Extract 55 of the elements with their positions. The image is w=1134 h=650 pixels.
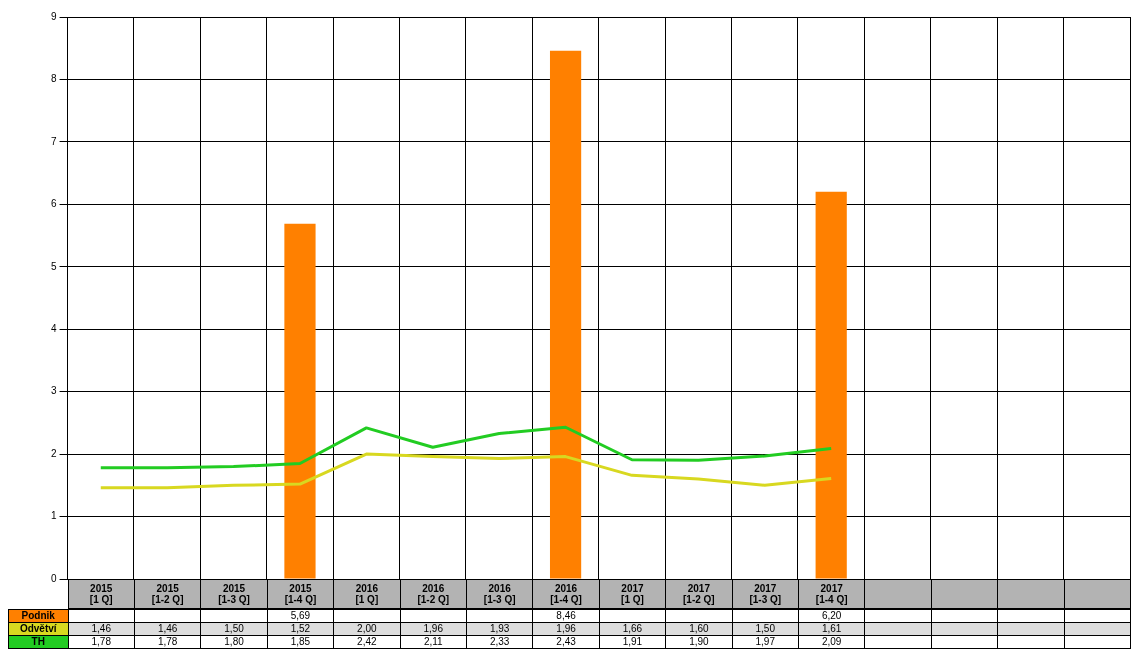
x-tick-label: 2015 [1-2 Q] [133,579,202,609]
x-tick-label: 2015 [1-3 Q] [200,579,268,609]
x-tick-label: 2016 [1-2 Q] [399,579,467,609]
text: TH [31,636,45,647]
data-label: 1,52 [266,622,335,636]
data-label: 2,42 [333,635,401,649]
data-label: 8,46 [532,609,600,623]
data-label: 1,78 [67,635,135,649]
text: Podnik [21,610,55,621]
data-label: 1,96 [399,622,467,636]
data-label: 1,60 [665,622,733,636]
y-tick-label: 6 [51,198,57,210]
data-label: 1,46 [67,622,135,636]
y-tick-label: 1 [51,510,57,522]
data-label: 1,61 [797,622,866,636]
data-label: 1,91 [598,635,667,649]
data-label: 1,96 [532,622,600,636]
x-tick-label: 2017 [1-2 Q] [665,579,733,609]
data-label: 6,20 [797,609,866,623]
data-label: 2,11 [399,635,467,649]
data-label: 1,50 [731,622,799,636]
x-tick-label: 2017 [1-4 Q] [797,579,866,609]
data-label: 1,78 [133,635,202,649]
x-tick-label: 2017 [1-3 Q] [731,579,799,609]
x-tick-label: 2015 [1-4 Q] [266,579,335,609]
data-label: 1,97 [731,635,799,649]
data-label: 1,90 [665,635,733,649]
x-tick-label: 2015 [1 Q] [67,579,135,609]
x-tick-label: 2017 [1 Q] [598,579,667,609]
y-tick-label: 9 [51,10,57,22]
data-label: 1,50 [200,622,268,636]
data-label: 2,43 [532,635,600,649]
data-label: 1,66 [598,622,667,636]
data-label: 1,80 [200,635,268,649]
bar [284,223,316,579]
x-tick-label: 2016 [1 Q] [333,579,401,609]
y-tick-label: 3 [51,385,57,397]
x-tick-label: 2016 [1-4 Q] [532,579,600,609]
text: Odvětví [19,623,57,634]
data-label: 1,85 [266,635,335,649]
data-label: 1,46 [133,622,202,636]
y-tick-label: 2 [51,447,57,459]
data-label: 5,69 [266,609,335,623]
y-tick-label: 5 [51,260,57,272]
data-label: 2,00 [333,622,401,636]
x-tick-label: 2016 [1-3 Q] [465,579,534,609]
y-tick-label: 8 [51,73,57,85]
data-label: 2,09 [797,635,866,649]
y-tick-label: 7 [51,135,57,147]
bar [549,50,582,579]
data-label: 2,33 [465,635,534,649]
bar [815,191,847,579]
y-tick-label: 4 [51,322,57,334]
data-label: 1,93 [465,622,534,636]
y-tick-label: 0 [51,572,57,584]
